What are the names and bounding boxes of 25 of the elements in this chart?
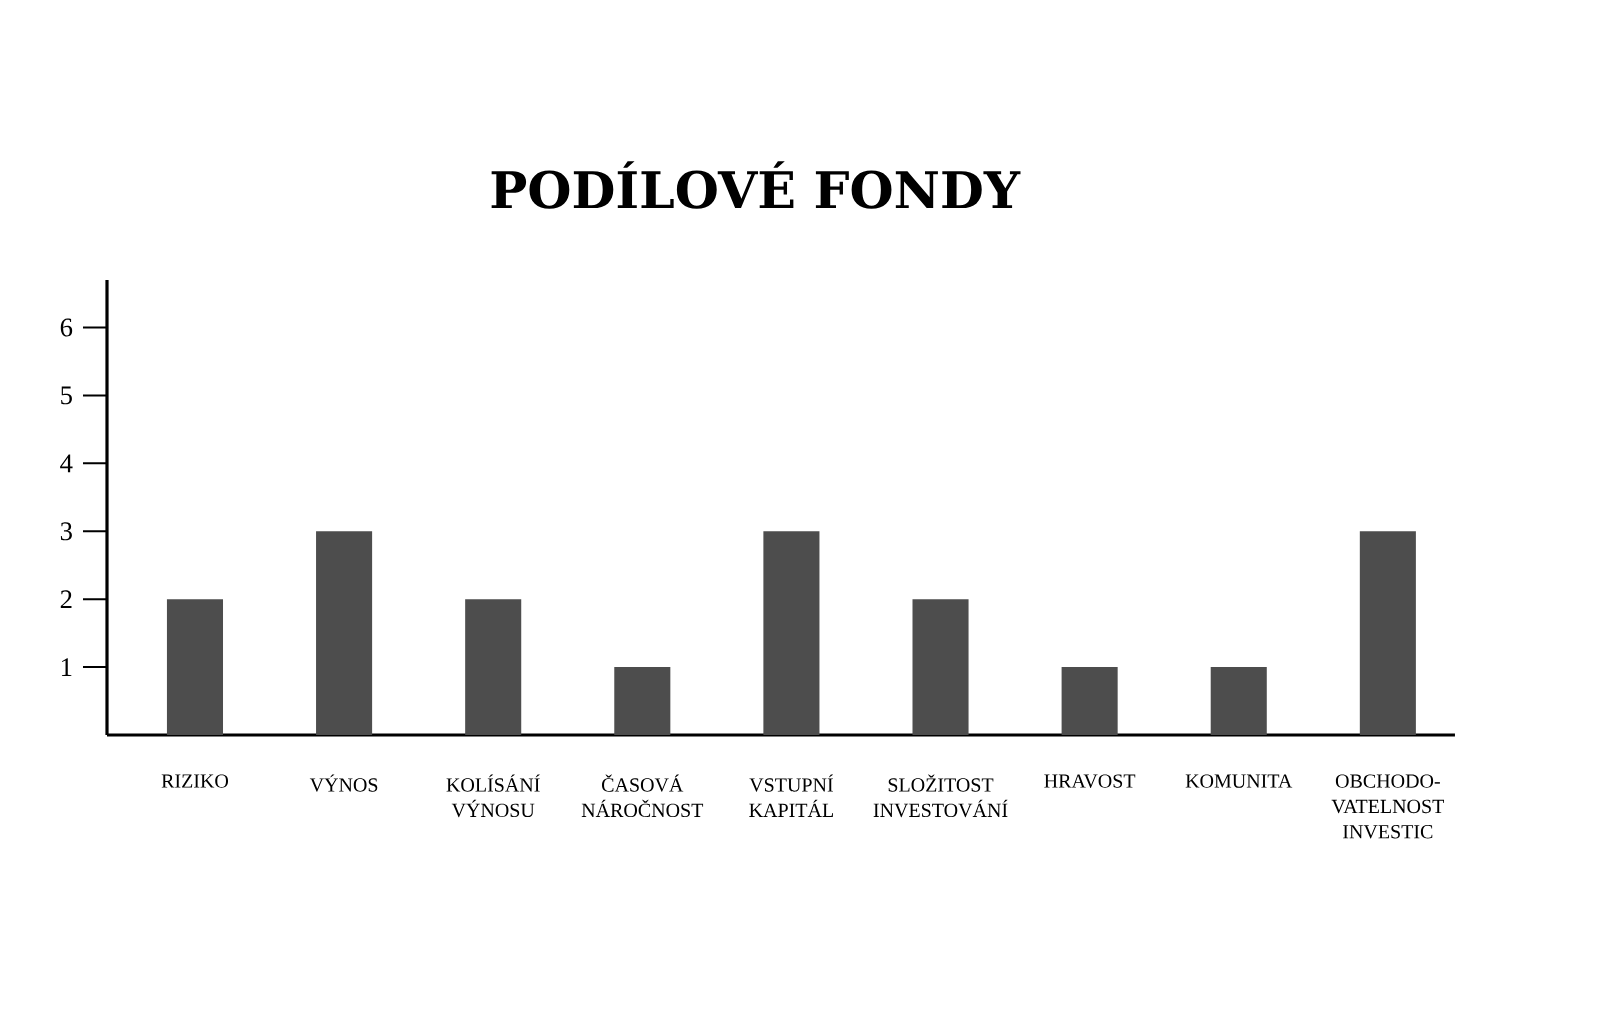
y-tick-label: 6 (60, 318, 73, 337)
x-tick-label: KOMUNITA (1185, 774, 1293, 788)
x-tick-label: VÝNOS (309, 774, 378, 792)
bar (166, 599, 224, 735)
y-tick-label: 1 (61, 658, 72, 676)
bar (763, 531, 820, 735)
x-tick-label: OBCHODO-VATELNOST INVESTIC (1331, 774, 1445, 839)
chart-title: PODÍLOVÉ FONDY (491, 161, 1021, 209)
bar (1210, 667, 1267, 735)
x-tick-label: HRAVOST (1044, 774, 1136, 788)
x-tick-label: KOLÍSÁNÍ VÝNOSU (446, 774, 540, 818)
x-tick-label: VSTUPNÍ KAPITÁL (749, 774, 834, 817)
x-tick-label: ČASOVÁ NÁROČNOST (581, 774, 704, 818)
bar (614, 667, 671, 735)
bar (316, 531, 373, 735)
y-tick-label: 5 (61, 386, 72, 405)
bar (465, 599, 522, 735)
x-tick-label: SLOŽITOST INVESTOVÁNÍ (873, 774, 1008, 818)
y-tick-label: 4 (60, 454, 73, 473)
y-tick-label: 2 (60, 590, 72, 609)
y-tick-label: 3 (60, 522, 72, 541)
bar (912, 599, 969, 735)
bar (1359, 531, 1416, 735)
bar (1061, 667, 1118, 735)
x-tick-label: RIZIKO (161, 774, 229, 788)
